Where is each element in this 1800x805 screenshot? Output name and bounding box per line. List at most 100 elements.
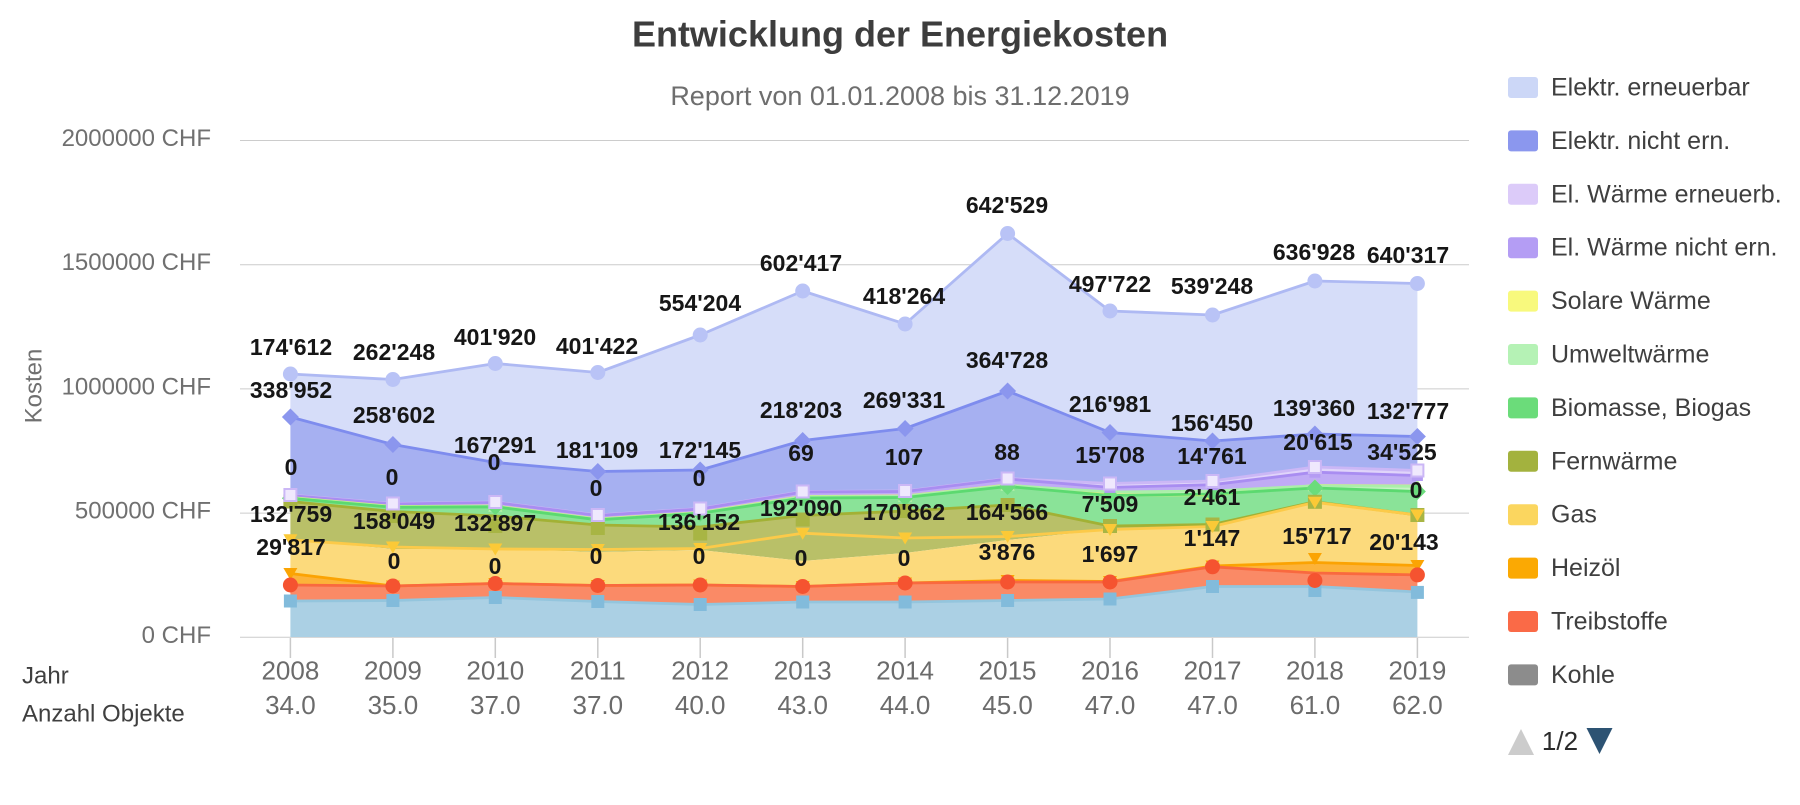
svg-text:418'264: 418'264	[863, 283, 945, 309]
svg-text:2008: 2008	[261, 656, 319, 686]
svg-text:132'777: 132'777	[1367, 398, 1449, 424]
svg-text:107: 107	[885, 444, 923, 470]
svg-text:132'759: 132'759	[250, 501, 332, 527]
svg-text:181'109: 181'109	[556, 437, 638, 463]
svg-text:2'461: 2'461	[1184, 484, 1241, 510]
svg-text:2019: 2019	[1388, 656, 1446, 686]
svg-text:20'143: 20'143	[1369, 529, 1438, 555]
svg-text:88: 88	[994, 439, 1020, 465]
svg-text:0: 0	[693, 465, 706, 491]
svg-text:15'717: 15'717	[1282, 523, 1351, 549]
svg-text:Entwicklung der Energiekosten: Entwicklung der Energiekosten	[632, 14, 1168, 55]
svg-text:158'049: 158'049	[353, 508, 435, 534]
svg-text:170'862: 170'862	[863, 499, 945, 525]
svg-text:2010: 2010	[466, 656, 524, 686]
svg-text:338'952: 338'952	[250, 377, 332, 403]
svg-text:1'147: 1'147	[1184, 525, 1241, 551]
svg-text:Umweltwärme: Umweltwärme	[1551, 341, 1709, 369]
svg-text:636'928: 636'928	[1273, 239, 1355, 265]
svg-text:401'920: 401'920	[454, 324, 536, 350]
svg-text:0: 0	[590, 475, 603, 501]
svg-text:3'876: 3'876	[979, 539, 1036, 565]
svg-text:34.0: 34.0	[265, 690, 316, 720]
svg-text:0: 0	[488, 449, 501, 475]
svg-text:0: 0	[590, 543, 603, 569]
svg-text:34'525: 34'525	[1367, 439, 1437, 465]
svg-text:269'331: 269'331	[863, 387, 945, 413]
svg-text:1/2: 1/2	[1542, 726, 1578, 756]
svg-text:640'317: 640'317	[1367, 242, 1449, 268]
svg-text:1'697: 1'697	[1082, 541, 1139, 567]
svg-text:Kohle: Kohle	[1551, 661, 1615, 689]
svg-text:174'612: 174'612	[250, 334, 332, 360]
svg-text:500000 CHF: 500000 CHF	[75, 498, 211, 525]
svg-text:40.0: 40.0	[675, 690, 726, 720]
svg-text:1000000 CHF: 1000000 CHF	[62, 373, 211, 400]
svg-text:61.0: 61.0	[1290, 690, 1341, 720]
svg-text:164'566: 164'566	[966, 499, 1048, 525]
svg-text:Anzahl Objekte: Anzahl Objekte	[22, 701, 185, 728]
svg-text:0 CHF: 0 CHF	[142, 622, 211, 649]
svg-text:14'761: 14'761	[1177, 443, 1247, 469]
svg-text:2018: 2018	[1286, 656, 1344, 686]
svg-text:45.0: 45.0	[982, 690, 1033, 720]
svg-text:29'817: 29'817	[256, 534, 325, 560]
svg-text:156'450: 156'450	[1171, 410, 1253, 436]
svg-text:2016: 2016	[1081, 656, 1139, 686]
svg-text:2009: 2009	[364, 656, 422, 686]
svg-text:0: 0	[795, 545, 808, 571]
svg-text:2013: 2013	[774, 656, 832, 686]
svg-text:Elektr. erneuerbar: Elektr. erneuerbar	[1551, 74, 1750, 102]
svg-text:Solare Wärme: Solare Wärme	[1551, 287, 1711, 315]
svg-text:139'360: 139'360	[1273, 395, 1355, 421]
svg-text:0: 0	[386, 464, 399, 490]
svg-text:0: 0	[388, 548, 401, 574]
svg-text:218'203: 218'203	[760, 397, 842, 423]
svg-text:37.0: 37.0	[470, 690, 521, 720]
svg-text:167'291: 167'291	[454, 432, 536, 458]
svg-text:401'422: 401'422	[556, 333, 638, 359]
svg-text:Elektr. nicht ern.: Elektr. nicht ern.	[1551, 127, 1730, 155]
svg-text:262'248: 262'248	[353, 339, 435, 365]
svg-text:364'728: 364'728	[966, 347, 1048, 373]
svg-text:Treibstoffe: Treibstoffe	[1551, 608, 1668, 636]
svg-text:2017: 2017	[1184, 656, 1242, 686]
svg-text:539'248: 539'248	[1171, 273, 1253, 299]
svg-text:0: 0	[489, 553, 502, 579]
svg-text:1500000 CHF: 1500000 CHF	[62, 249, 211, 276]
svg-text:44.0: 44.0	[880, 690, 931, 720]
svg-text:El. Wärme nicht ern.: El. Wärme nicht ern.	[1551, 234, 1777, 262]
svg-text:216'981: 216'981	[1069, 391, 1151, 417]
svg-text:Kosten: Kosten	[21, 349, 48, 424]
svg-text:Report von 01.01.2008 bis 31.1: Report von 01.01.2008 bis 31.12.2019	[670, 81, 1129, 111]
svg-text:43.0: 43.0	[777, 690, 828, 720]
svg-text:2012: 2012	[671, 656, 729, 686]
svg-text:62.0: 62.0	[1392, 690, 1443, 720]
svg-text:497'722: 497'722	[1069, 271, 1151, 297]
svg-text:2014: 2014	[876, 656, 934, 686]
svg-text:2000000 CHF: 2000000 CHF	[62, 125, 211, 152]
svg-text:Biomasse, Biogas: Biomasse, Biogas	[1551, 394, 1751, 422]
svg-text:642'529: 642'529	[966, 192, 1048, 218]
svg-text:0: 0	[898, 545, 911, 571]
svg-text:Heizöl: Heizöl	[1551, 554, 1620, 582]
svg-text:Fernwärme: Fernwärme	[1551, 447, 1677, 475]
svg-text:0: 0	[693, 543, 706, 569]
svg-text:7'509: 7'509	[1082, 491, 1139, 517]
svg-text:136'152: 136'152	[658, 509, 740, 535]
svg-text:47.0: 47.0	[1187, 690, 1238, 720]
svg-text:2011: 2011	[570, 656, 626, 686]
svg-text:554'204: 554'204	[659, 290, 741, 316]
svg-text:258'602: 258'602	[353, 402, 435, 428]
svg-text:192'090: 192'090	[760, 495, 842, 521]
svg-text:15'708: 15'708	[1075, 442, 1145, 468]
svg-text:602'417: 602'417	[760, 250, 842, 276]
svg-text:47.0: 47.0	[1085, 690, 1136, 720]
svg-text:0: 0	[285, 454, 298, 480]
svg-text:Gas: Gas	[1551, 501, 1597, 529]
svg-text:69: 69	[788, 440, 814, 466]
svg-text:20'615: 20'615	[1283, 429, 1353, 455]
svg-text:172'145: 172'145	[659, 437, 741, 463]
svg-text:0: 0	[1410, 477, 1423, 503]
svg-text:El. Wärme erneuerb.: El. Wärme erneuerb.	[1551, 180, 1782, 208]
